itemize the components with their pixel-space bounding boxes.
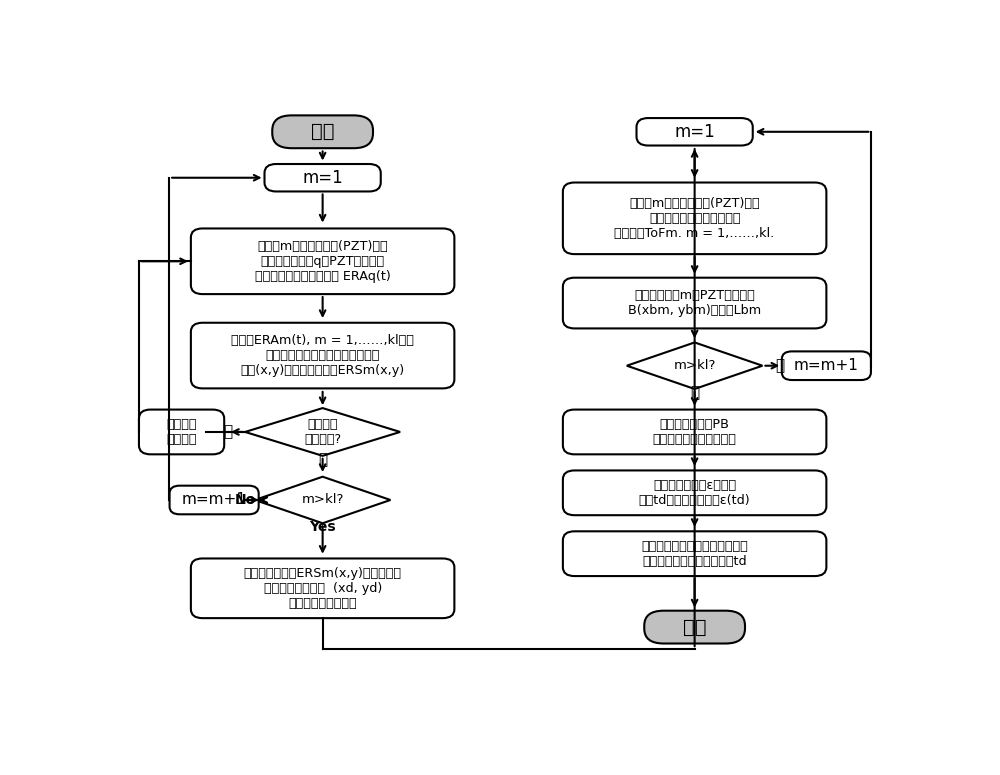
Text: 寻找下一
个扫查点: 寻找下一 个扫查点: [166, 418, 197, 446]
Text: 开始: 开始: [311, 122, 334, 141]
Text: No: No: [234, 493, 256, 507]
Text: 得到边界点集合PB
拟合得到分层区域的轮廓: 得到边界点集合PB 拟合得到分层区域的轮廓: [653, 418, 737, 446]
Text: 结束: 结束: [683, 618, 706, 636]
FancyBboxPatch shape: [563, 183, 826, 254]
FancyBboxPatch shape: [644, 611, 745, 643]
Text: 监测区域
搜索完毕?: 监测区域 搜索完毕?: [304, 418, 341, 446]
Polygon shape: [245, 408, 400, 456]
FancyBboxPatch shape: [563, 409, 826, 454]
FancyBboxPatch shape: [170, 486, 259, 515]
FancyBboxPatch shape: [264, 164, 381, 191]
FancyBboxPatch shape: [191, 322, 454, 388]
Text: 获得分层深度的后验概率分布，
筛选出分层发生的层间位置td: 获得分层深度的后验概率分布， 筛选出分层发生的层间位置td: [641, 539, 748, 568]
Polygon shape: [255, 477, 390, 523]
FancyBboxPatch shape: [191, 559, 454, 618]
Text: Yes: Yes: [309, 520, 336, 534]
Text: 得到对应于第m个PZT的边界点
B(xbm, ybm)的轨迹Lbm: 得到对应于第m个PZT的边界点 B(xbm, ybm)的轨迹Lbm: [628, 289, 761, 317]
Text: m=m+1: m=m+1: [182, 492, 247, 508]
FancyBboxPatch shape: [782, 351, 871, 380]
FancyBboxPatch shape: [563, 532, 826, 576]
FancyBboxPatch shape: [563, 470, 826, 515]
Text: 选择第m个压电传感器(PZT)作为
激励器，获得第q个PZT接收损伤
散射信号的时域能量分布 ERAq(t): 选择第m个压电传感器(PZT)作为 激励器，获得第q个PZT接收损伤 散射信号的…: [255, 239, 390, 283]
Text: m=m+1: m=m+1: [794, 358, 859, 374]
FancyBboxPatch shape: [563, 277, 826, 329]
Text: 对信号ERAm(t), m = 1,……,kl进行
反转，延迟和相位偏移，然后获得
位置(x,y)对应的叠加信号ERSm(x,y): 对信号ERAm(t), m = 1,……,kl进行 反转，延迟和相位偏移，然后获…: [231, 334, 414, 377]
Text: m=1: m=1: [302, 169, 343, 187]
Text: 建立起表面应变ε与分层
深度td之间的函数关系ε(td): 建立起表面应变ε与分层 深度td之间的函数关系ε(td): [639, 479, 750, 507]
FancyBboxPatch shape: [139, 409, 224, 454]
Text: 否: 否: [775, 358, 784, 374]
Text: 得到像素值矩阵ERSm(x,y)，将像素值
最大处对应的位置  (xd, yd)
视为分层区域的中心: 得到像素值矩阵ERSm(x,y)，将像素值 最大处对应的位置 (xd, yd) …: [244, 567, 402, 610]
Text: 是: 是: [690, 385, 699, 400]
Text: m>kl?: m>kl?: [301, 494, 344, 507]
FancyBboxPatch shape: [272, 115, 373, 148]
Text: 是: 是: [318, 452, 327, 467]
Polygon shape: [627, 343, 762, 389]
FancyBboxPatch shape: [637, 118, 753, 146]
Text: m>kl?: m>kl?: [673, 360, 716, 372]
Text: 选择第m个压电传感器(PZT)作为
激励器计算损伤散射信号的
飞行时间ToFm. m = 1,……,kl.: 选择第m个压电传感器(PZT)作为 激励器计算损伤散射信号的 飞行时间ToFm.…: [614, 197, 775, 239]
FancyBboxPatch shape: [191, 229, 454, 294]
Text: 否: 否: [224, 425, 233, 439]
Text: m=1: m=1: [674, 122, 715, 141]
